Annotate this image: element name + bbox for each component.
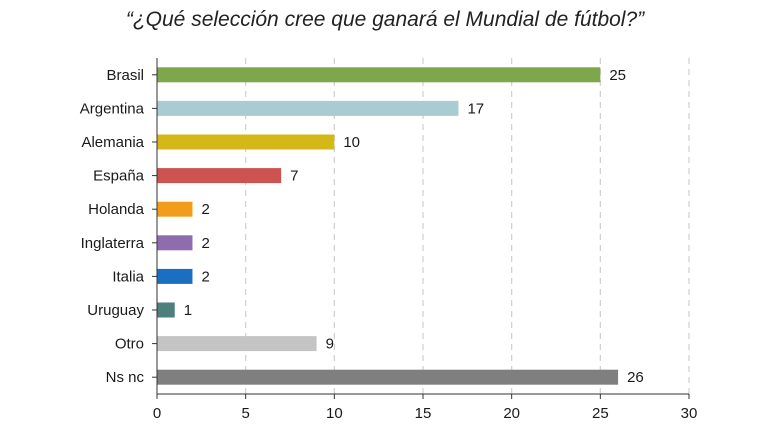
category-label: Ns nc bbox=[106, 369, 145, 386]
category-label: Otro bbox=[115, 336, 144, 353]
x-tick-label: 30 bbox=[681, 405, 698, 422]
value-label: 2 bbox=[201, 268, 209, 285]
x-tick-label: 15 bbox=[415, 405, 432, 422]
x-tick-label: 0 bbox=[153, 405, 161, 422]
category-label: Argentina bbox=[80, 100, 145, 117]
bar-inglaterra bbox=[157, 235, 193, 251]
value-label: 7 bbox=[290, 168, 298, 185]
bars bbox=[157, 67, 619, 385]
bar-italia bbox=[157, 268, 193, 284]
bar-alemania bbox=[157, 134, 335, 150]
value-label: 9 bbox=[326, 336, 334, 353]
category-label: Alemania bbox=[81, 134, 144, 151]
category-label: Italia bbox=[112, 268, 144, 285]
axes bbox=[152, 58, 690, 399]
bar-brasil bbox=[157, 67, 601, 83]
bar-españa bbox=[157, 168, 282, 184]
bar-argentina bbox=[157, 100, 459, 116]
category-label: Holanda bbox=[88, 201, 145, 218]
x-tick-label: 5 bbox=[241, 405, 249, 422]
category-label: España bbox=[93, 168, 145, 185]
category-label: Inglaterra bbox=[81, 235, 145, 252]
value-label: 26 bbox=[627, 369, 644, 386]
chart-title: “¿Qué selección cree que ganará el Mundi… bbox=[125, 8, 645, 31]
bar-holanda bbox=[157, 201, 193, 217]
value-label: 1 bbox=[184, 302, 192, 319]
bar-uruguay bbox=[157, 302, 175, 318]
value-label: 10 bbox=[343, 134, 360, 151]
bar-ns-nc bbox=[157, 369, 619, 385]
value-label: 2 bbox=[201, 235, 209, 252]
value-label: 2 bbox=[201, 201, 209, 218]
category-label: Brasil bbox=[106, 67, 144, 84]
x-tick-label: 25 bbox=[592, 405, 609, 422]
category-label: Uruguay bbox=[87, 302, 144, 319]
x-tick-label: 10 bbox=[326, 405, 343, 422]
x-tick-label: 20 bbox=[503, 405, 520, 422]
value-label: 25 bbox=[609, 67, 626, 84]
value-label: 17 bbox=[467, 100, 484, 117]
bar-otro bbox=[157, 336, 317, 352]
